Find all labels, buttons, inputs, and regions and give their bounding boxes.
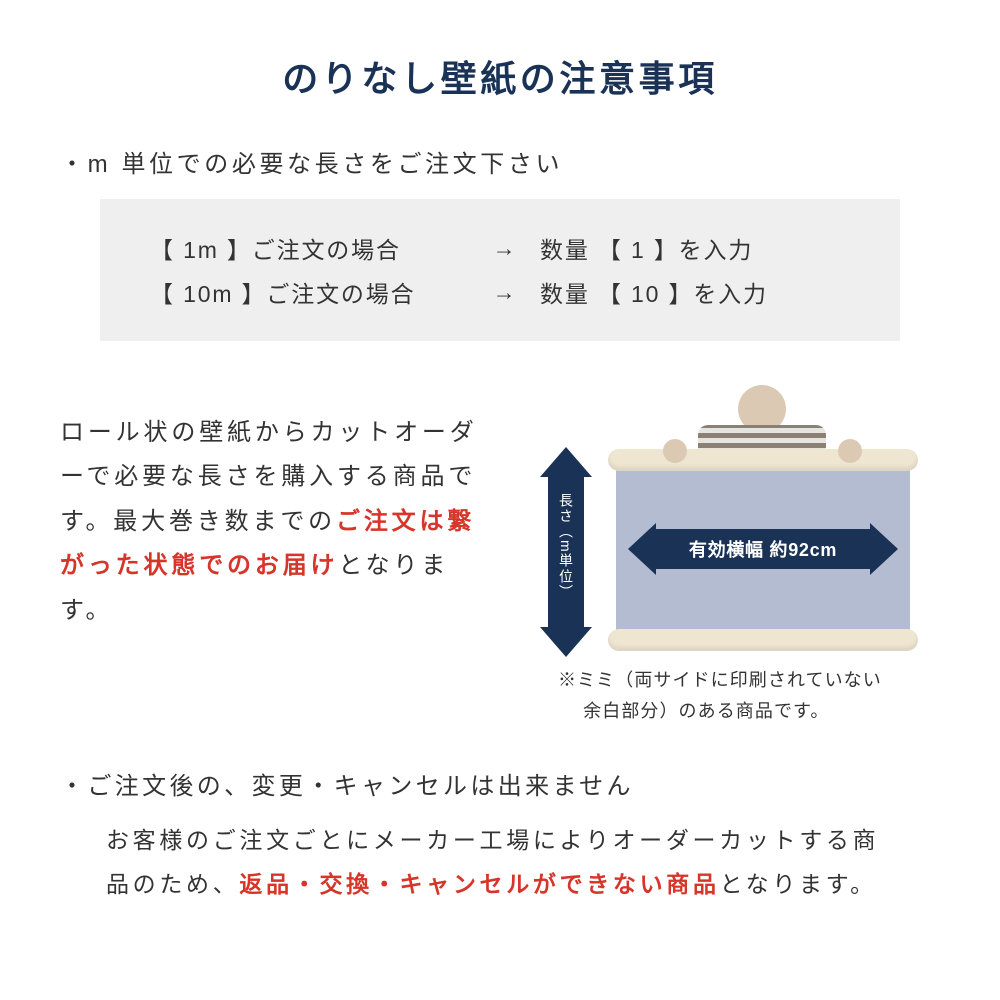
wallpaper-diagram: 長さ（m単位） 有効横幅 約92cm ※ミミ（両サイドに印刷されていない 余白部… [498,381,940,726]
arrow-right-icon: → [470,279,540,306]
example-right: 数量 【 10 】を入力 [540,275,850,309]
description-and-diagram: ロール状の壁紙からカットオーダーで必要な長さを購入する商品です。最大巻き数までの… [60,381,940,726]
mimi-note-line1: ※ミミ（両サイドに印刷されていない [558,670,882,690]
section2-heading: ・ご注文後の、変更・キャンセルは出来ません [60,766,940,801]
person-hand-icon [663,439,687,463]
example-right: 数量 【 1 】を入力 [540,231,850,265]
width-arrow-label: 有効横幅 約92cm [689,536,837,562]
page-title: のりなし壁紙の注意事項 [60,50,940,102]
length-arrow-icon: 長さ（m単位） [546,447,586,657]
ordering-example-box: 【 1m 】ご注文の場合 → 数量 【 1 】を入力 【 10m 】ご注文の場合… [100,199,900,341]
section1-heading: ・m 単位での必要な長さをご注文下さい [60,144,940,179]
example-row: 【 10m 】ご注文の場合 → 数量 【 10 】を入力 [150,275,850,309]
section2-highlight: 返品・交換・キャンセルができない商品 [239,871,719,897]
example-row: 【 1m 】ご注文の場合 → 数量 【 1 】を入力 [150,231,850,265]
width-arrow-icon: 有効横幅 約92cm [628,526,898,572]
mimi-note-line2: 余白部分）のある商品です。 [558,701,829,721]
section2-body: お客様のご注文ごとにメーカー工場によりオーダーカットする商品のため、返品・交換・… [60,819,940,906]
cut-order-description: ロール状の壁紙からカットオーダーで必要な長さを購入する商品です。最大巻き数までの… [60,381,490,726]
mimi-note: ※ミミ（両サイドに印刷されていない 余白部分）のある商品です。 [498,665,940,726]
section2-part2: となります。 [720,871,877,897]
example-left: 【 10m 】ご注文の場合 [150,275,470,309]
person-hand-icon [838,439,862,463]
arrow-right-icon: → [470,235,540,262]
example-left: 【 1m 】ご注文の場合 [150,231,470,265]
wallpaper-roll-icon [608,629,918,651]
length-arrow-label: 長さ（m単位） [556,493,576,600]
wallpaper-roll-icon [608,449,918,471]
